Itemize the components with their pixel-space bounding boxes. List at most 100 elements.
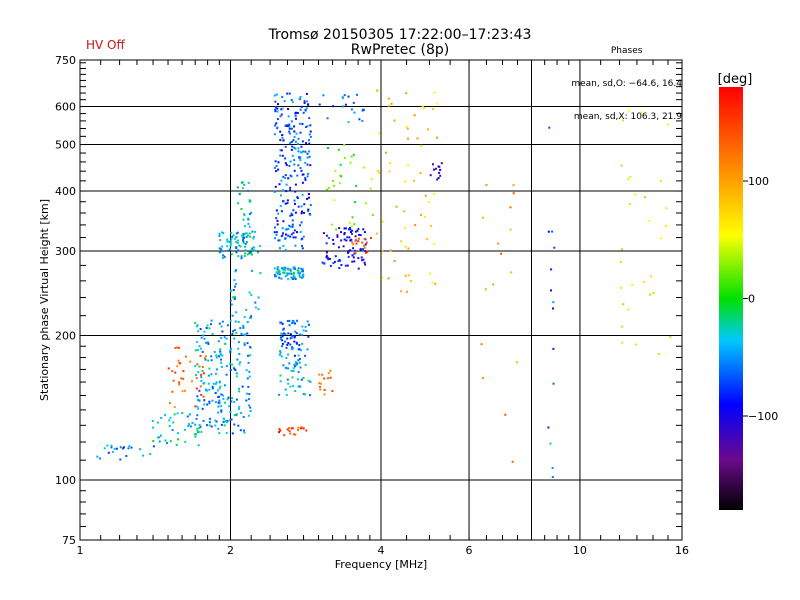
data-point <box>307 335 310 338</box>
data-point <box>297 371 300 373</box>
data-point <box>303 100 306 103</box>
data-point <box>239 361 242 364</box>
data-point <box>340 231 342 234</box>
data-point <box>309 394 311 397</box>
data-point <box>283 272 286 275</box>
data-point <box>235 240 238 243</box>
data-point <box>296 112 299 114</box>
data-point <box>640 111 643 114</box>
data-point <box>429 174 432 177</box>
data-point <box>305 107 308 110</box>
phases-x-stat: mean, sd,X: 106.3, 21.9 <box>573 112 682 122</box>
data-point <box>275 106 277 109</box>
data-point <box>294 236 297 239</box>
data-point <box>181 390 184 393</box>
data-point <box>122 447 124 450</box>
data-point <box>212 382 215 385</box>
data-point <box>302 427 305 430</box>
data-point <box>294 276 296 279</box>
data-point <box>235 247 238 249</box>
data-point <box>332 105 334 108</box>
data-point <box>284 388 287 391</box>
data-point <box>195 374 198 376</box>
data-point <box>226 421 228 424</box>
data-point <box>291 219 294 222</box>
data-point <box>248 393 251 395</box>
data-point <box>206 324 209 327</box>
data-point <box>553 246 556 249</box>
data-point <box>188 413 191 416</box>
data-point <box>362 228 365 231</box>
data-point <box>254 306 257 309</box>
data-point <box>222 394 224 397</box>
data-point <box>273 231 276 234</box>
data-point <box>257 308 260 311</box>
data-point <box>412 179 415 182</box>
data-point <box>279 350 282 352</box>
data-point <box>230 237 233 240</box>
data-point <box>288 92 291 95</box>
data-point <box>278 270 281 273</box>
data-point <box>275 275 278 278</box>
data-point <box>364 252 367 254</box>
data-point <box>395 205 398 208</box>
data-point <box>294 244 297 247</box>
data-point <box>198 424 201 426</box>
data-point <box>285 233 287 236</box>
data-point <box>245 308 248 311</box>
data-point <box>152 445 155 448</box>
data-point <box>327 258 330 261</box>
data-point <box>404 274 407 277</box>
data-point <box>436 136 438 139</box>
data-point <box>509 228 512 231</box>
data-point <box>246 392 248 395</box>
data-point <box>210 323 212 326</box>
data-point <box>128 445 131 448</box>
data-point <box>281 322 284 325</box>
data-point <box>103 447 106 450</box>
data-point <box>329 257 331 260</box>
data-point <box>354 201 356 204</box>
data-point <box>254 301 257 304</box>
data-point <box>338 246 340 249</box>
data-point <box>292 321 295 324</box>
data-point <box>309 164 312 167</box>
data-point <box>217 427 220 430</box>
data-point <box>308 150 311 153</box>
data-point <box>303 211 305 214</box>
data-point <box>172 421 175 424</box>
data-point <box>246 241 248 243</box>
data-point <box>363 261 366 264</box>
data-point <box>281 134 284 137</box>
data-point <box>301 333 304 336</box>
data-point <box>281 332 284 335</box>
data-point <box>344 103 347 106</box>
data-point <box>292 347 295 350</box>
data-point <box>361 259 364 262</box>
data-point <box>198 345 201 348</box>
data-point <box>283 340 286 343</box>
data-point <box>280 355 283 358</box>
data-point <box>340 264 343 266</box>
data-point <box>286 272 289 275</box>
data-point <box>292 367 295 370</box>
data-point <box>284 333 287 336</box>
data-point <box>351 216 354 219</box>
data-point <box>229 369 232 371</box>
data-point <box>370 178 373 181</box>
data-point <box>319 385 321 388</box>
data-point <box>353 111 356 114</box>
data-point <box>295 132 298 135</box>
data-point <box>301 193 304 196</box>
data-point <box>279 130 282 133</box>
data-point <box>293 272 295 275</box>
data-point <box>631 284 634 286</box>
data-point <box>274 160 277 163</box>
data-point <box>338 267 341 269</box>
data-point <box>353 223 356 226</box>
data-point <box>343 233 346 236</box>
data-point <box>297 429 299 432</box>
data-point <box>243 315 246 318</box>
data-point <box>294 361 297 364</box>
data-point <box>347 251 349 254</box>
